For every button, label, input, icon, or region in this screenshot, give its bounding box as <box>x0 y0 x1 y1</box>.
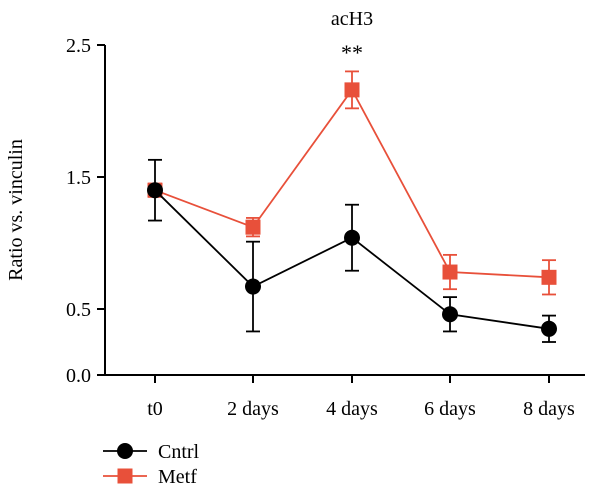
x-tick-label: 2 days <box>227 398 279 420</box>
legend-item-metf: Metf <box>103 466 197 488</box>
legend-marker <box>117 443 133 459</box>
legend-marker <box>117 468 133 484</box>
y-tick-label: 2.5 <box>66 35 91 57</box>
data-point <box>245 219 261 235</box>
y-tick-label: 0.5 <box>66 299 91 321</box>
annotations: ** <box>341 40 363 65</box>
data-point <box>541 320 557 337</box>
y-tick-label: 1.5 <box>66 167 91 189</box>
legend-label: Metf <box>158 466 197 488</box>
x-tick-label: 4 days <box>326 398 378 420</box>
data-point <box>442 306 458 323</box>
data-point <box>442 264 458 280</box>
data-point <box>344 229 360 246</box>
axes: 0.0 0.5 1.5 2.5 t0 2 days 4 days 6 days 8 days <box>66 35 585 420</box>
x-tick-label: 8 days <box>523 398 575 420</box>
data-point <box>245 278 261 295</box>
data-point <box>541 269 557 285</box>
y-tick-label: 0.0 <box>66 365 91 387</box>
data-point <box>147 182 163 199</box>
y-axis-label: Ratio vs. vinculin <box>5 139 27 281</box>
series-layer <box>147 70 557 343</box>
series-cntrl <box>147 158 557 343</box>
data-point <box>344 82 360 98</box>
chart-title: acH3 <box>331 8 373 30</box>
legend: Cntrl Metf <box>103 441 200 488</box>
x-tick-label: 6 days <box>424 398 476 420</box>
legend-item-cntrl: Cntrl <box>103 441 200 463</box>
significance-marker: ** <box>341 40 363 65</box>
legend-label: Cntrl <box>158 441 200 463</box>
x-tick-label: t0 <box>147 398 163 420</box>
